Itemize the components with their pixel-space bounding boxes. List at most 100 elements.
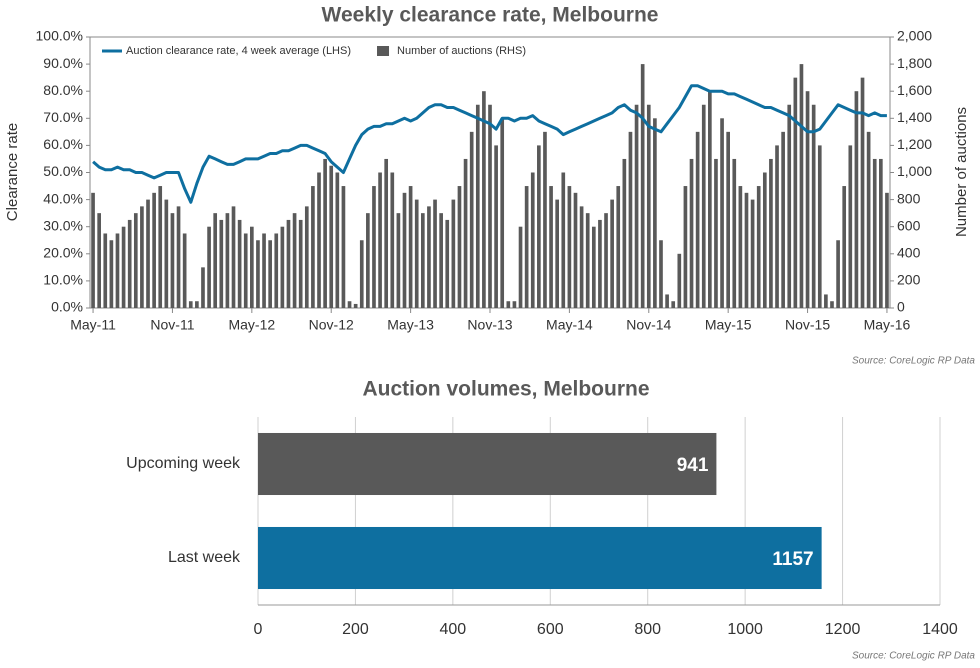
- bar: [158, 186, 163, 308]
- bar: [622, 158, 627, 308]
- bar: [738, 186, 743, 308]
- bar: [384, 158, 389, 308]
- bar: [115, 233, 120, 308]
- bar: [793, 77, 798, 309]
- value-label: 941: [677, 455, 709, 476]
- bar: [250, 226, 254, 308]
- bar: [353, 303, 358, 308]
- bar: [628, 131, 633, 308]
- bar: [695, 131, 700, 308]
- bar: [579, 206, 584, 308]
- bar: [634, 104, 639, 308]
- bar: [805, 91, 810, 308]
- x-tick-label: May-14: [546, 317, 593, 333]
- y2-axis-title: Number of auctions: [953, 107, 970, 237]
- bar: [714, 158, 718, 308]
- bar: [561, 172, 566, 308]
- bar: [286, 219, 291, 308]
- bar: [591, 226, 596, 308]
- x-tick-label: May-15: [705, 317, 752, 333]
- x-tick-label: May-16: [864, 317, 911, 333]
- bar: [872, 158, 877, 308]
- bar: [482, 91, 486, 308]
- bar: [671, 301, 676, 308]
- bar: [366, 213, 370, 308]
- y-axis-title: Clearance rate: [4, 123, 21, 221]
- bar: [732, 158, 737, 308]
- x-tick-label: 600: [537, 621, 564, 638]
- bar: [769, 158, 773, 308]
- bar: [256, 240, 260, 308]
- bar: [830, 301, 834, 308]
- bar: [811, 104, 816, 308]
- bar: [598, 219, 602, 308]
- bar: [567, 186, 572, 308]
- x-tick-label: May-11: [70, 317, 116, 333]
- bar: [506, 301, 511, 308]
- bar: [781, 131, 785, 308]
- bar: [744, 192, 749, 308]
- bar: [524, 186, 529, 308]
- bar: [182, 233, 187, 308]
- bar: [109, 240, 114, 308]
- bar: [866, 131, 871, 308]
- bar: [494, 145, 498, 308]
- bar: [304, 206, 309, 308]
- bar: [372, 186, 376, 308]
- bar: [518, 226, 523, 308]
- source: Source: CoreLogic RP Data: [852, 356, 975, 367]
- bar: [836, 240, 840, 308]
- bar: [445, 219, 450, 308]
- bar: [133, 213, 138, 308]
- bar: [359, 240, 364, 308]
- y-tick-label: 20.0%: [43, 245, 83, 261]
- bar: [164, 199, 169, 308]
- bar: [323, 158, 327, 308]
- bar: [176, 206, 181, 308]
- bar: [195, 301, 199, 308]
- y-tick-label: 100.0%: [36, 28, 83, 44]
- bar: [653, 118, 657, 308]
- legend-label: Auction clearance rate, 4 week average (…: [126, 45, 351, 57]
- bar: [207, 226, 211, 308]
- bar: [665, 294, 669, 308]
- y2-tick-label: 2,000: [897, 28, 932, 44]
- bar: [530, 172, 535, 308]
- chart-title: Auction volumes, Melbourne: [362, 378, 649, 401]
- bar: [787, 104, 792, 308]
- bar: [213, 213, 218, 308]
- bar: [701, 104, 706, 308]
- bar: [573, 192, 578, 308]
- y2-tick-label: 600: [897, 217, 921, 233]
- y-tick-label: 70.0%: [43, 109, 83, 125]
- bar: [396, 213, 401, 308]
- legend-swatch: [377, 46, 390, 56]
- bar: [469, 131, 474, 308]
- bar: [258, 432, 717, 496]
- x-tick-label: May-12: [228, 317, 275, 333]
- bar: [463, 158, 468, 308]
- bar: [640, 64, 645, 308]
- bar: [775, 145, 779, 308]
- bar: [268, 240, 272, 308]
- chart-title: Weekly clearance rate, Melbourne: [322, 4, 659, 27]
- line: [92, 84, 887, 204]
- y-tick-label: 0.0%: [51, 299, 83, 315]
- bar: [262, 233, 266, 308]
- bar: [274, 233, 279, 308]
- y-tick-label: 40.0%: [43, 190, 83, 206]
- bar: [848, 145, 853, 308]
- bar: [414, 199, 419, 308]
- bar: [549, 186, 553, 308]
- y-tick-label: 50.0%: [43, 163, 83, 179]
- bar: [475, 104, 480, 308]
- bar: [91, 192, 95, 308]
- bar: [677, 253, 682, 308]
- bar: [347, 301, 352, 308]
- x-tick-label: Nov-14: [626, 317, 671, 333]
- bar: [127, 219, 132, 308]
- bar: [543, 131, 547, 308]
- y-tick-label: 80.0%: [43, 82, 83, 98]
- bar: [341, 186, 346, 308]
